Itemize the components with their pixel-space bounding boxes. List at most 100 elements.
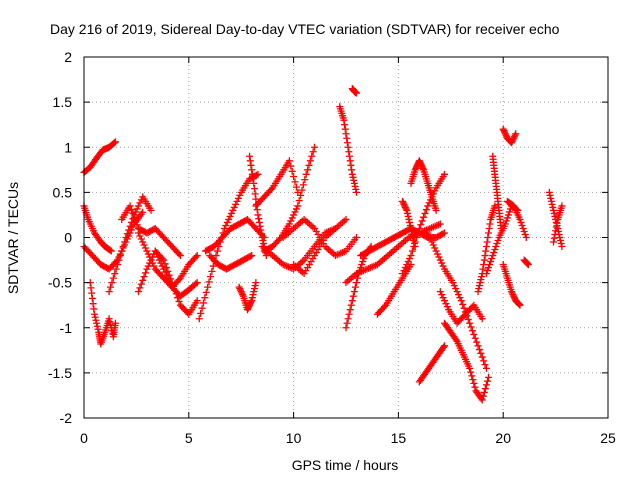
data-point bbox=[252, 195, 260, 203]
data-point bbox=[380, 303, 388, 311]
x-tick-label: 0 bbox=[80, 430, 88, 446]
data-point bbox=[422, 206, 430, 214]
y-tick-label: 0.5 bbox=[53, 184, 73, 200]
data-point bbox=[480, 261, 488, 269]
data-point bbox=[552, 227, 560, 235]
data-point bbox=[441, 342, 449, 350]
data-point bbox=[419, 164, 427, 172]
data-point bbox=[417, 221, 425, 229]
y-tick-label: -2 bbox=[60, 410, 73, 426]
data-point bbox=[468, 372, 476, 380]
data-point bbox=[205, 278, 213, 286]
data-point bbox=[175, 276, 183, 284]
data-point bbox=[434, 250, 442, 258]
data-point bbox=[160, 265, 168, 273]
data-point bbox=[139, 276, 147, 284]
data-point bbox=[193, 252, 201, 260]
data-point bbox=[399, 197, 407, 205]
data-point bbox=[165, 277, 173, 285]
data-point bbox=[456, 294, 464, 302]
data-point bbox=[401, 203, 409, 211]
data-point bbox=[408, 227, 416, 235]
data-point bbox=[237, 288, 245, 296]
data-point bbox=[126, 202, 134, 210]
data-point bbox=[408, 230, 416, 238]
data-point bbox=[523, 259, 531, 267]
data-point bbox=[520, 227, 528, 235]
data-point bbox=[111, 138, 119, 146]
data-point bbox=[438, 291, 446, 299]
data-point bbox=[416, 158, 424, 166]
data-point bbox=[420, 213, 428, 221]
data-point bbox=[549, 203, 557, 211]
data-point bbox=[347, 301, 355, 309]
data-point bbox=[508, 139, 516, 147]
data-point bbox=[427, 235, 435, 243]
data-point bbox=[491, 202, 499, 210]
data-point bbox=[492, 243, 500, 251]
data-point bbox=[252, 279, 260, 287]
y-axis-label: SDTVAR / TECUs bbox=[5, 182, 21, 294]
data-point bbox=[107, 283, 115, 291]
data-point bbox=[550, 234, 558, 242]
data-point bbox=[485, 264, 493, 272]
data-point bbox=[406, 218, 414, 226]
data-point bbox=[299, 181, 307, 189]
data-point bbox=[487, 258, 495, 266]
data-point bbox=[311, 143, 319, 151]
data-point bbox=[482, 243, 490, 251]
data-point bbox=[144, 250, 152, 258]
data-point bbox=[90, 310, 98, 318]
data-point bbox=[510, 294, 518, 302]
data-point bbox=[418, 217, 426, 225]
data-point bbox=[118, 247, 126, 255]
data-point bbox=[436, 220, 444, 228]
data-point bbox=[493, 240, 501, 248]
data-point bbox=[257, 226, 265, 234]
data-point bbox=[87, 284, 95, 292]
data-point bbox=[112, 265, 120, 273]
data-point bbox=[257, 230, 265, 238]
data-point bbox=[436, 256, 444, 264]
y-tick-label: 1.5 bbox=[53, 94, 73, 110]
data-point bbox=[148, 259, 156, 267]
data-point bbox=[439, 343, 447, 351]
data-point bbox=[508, 288, 516, 296]
data-point bbox=[106, 318, 114, 326]
grid bbox=[84, 57, 608, 418]
data-point bbox=[248, 170, 256, 178]
data-point bbox=[92, 316, 100, 324]
data-point bbox=[348, 297, 356, 305]
data-point bbox=[503, 214, 511, 222]
x-tick-label: 20 bbox=[495, 430, 511, 446]
data-point bbox=[306, 157, 314, 165]
data-point bbox=[199, 299, 207, 307]
data-point bbox=[349, 173, 357, 181]
data-point bbox=[344, 315, 352, 323]
data-point bbox=[515, 300, 523, 308]
data-point bbox=[403, 209, 411, 217]
data-point bbox=[129, 209, 137, 217]
data-points bbox=[80, 85, 566, 404]
data-point bbox=[411, 166, 419, 174]
data-point bbox=[403, 261, 411, 269]
data-point bbox=[251, 282, 259, 290]
data-point bbox=[151, 247, 159, 255]
data-point bbox=[195, 315, 203, 323]
data-point bbox=[439, 230, 447, 238]
data-point bbox=[193, 297, 201, 305]
data-point bbox=[342, 130, 350, 138]
chart-title: Day 216 of 2019, Sidereal Day-to-day VTE… bbox=[50, 21, 560, 37]
data-point bbox=[229, 206, 237, 214]
data-point bbox=[244, 304, 252, 312]
data-point bbox=[459, 300, 467, 308]
data-point bbox=[213, 247, 221, 255]
data-point bbox=[175, 297, 183, 305]
data-point bbox=[518, 221, 526, 229]
data-point bbox=[116, 252, 124, 260]
data-point bbox=[352, 89, 360, 97]
data-point bbox=[345, 148, 353, 156]
data-point bbox=[524, 260, 532, 268]
data-point bbox=[209, 262, 217, 270]
data-point bbox=[485, 224, 493, 232]
